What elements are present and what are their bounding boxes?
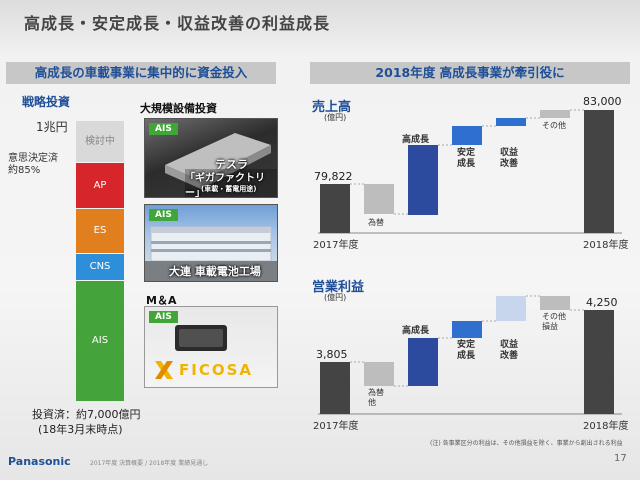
tesla-gigafactory-photo: AIS テスラ 「ギガファクトリー」 (車載・蓄電用途) (144, 118, 278, 198)
dalian-factory-photo: AIS 大連 車載電池工場 (144, 204, 278, 282)
dalian-building-graphic (145, 226, 277, 281)
ficosa-logo-text: FICOSA (179, 361, 253, 379)
profit-step-other-loss: その他 損益 (542, 312, 566, 331)
stack-seg-pending: 検討中 (76, 121, 124, 162)
ficosa-photo: AIS FICOSA (144, 306, 278, 388)
stack-seg-pending-label: 検討中 (85, 136, 115, 147)
ais-tag: AIS (149, 209, 178, 221)
footnote: (注) 各事業区分の利益は、その他損益を除く、事業から創出される利益 (430, 440, 623, 447)
sales-bar-2018 (584, 110, 614, 233)
sales-bar-fx (364, 184, 394, 214)
sales-unit: (億円) (324, 113, 347, 122)
sales-step-stable-growth: 安定 成長 (457, 148, 476, 169)
invested-summary-line2: (18年3月末時点) (38, 423, 123, 436)
sales-title: 売上高 (312, 100, 352, 115)
strategic-investment-label: 戦略投資 (22, 95, 71, 109)
ais-tag: AIS (149, 123, 178, 135)
footer-note: 2017年度 決算概要 / 2018年度 業績見通し (90, 460, 209, 467)
stack-seg-es-label: ES (93, 225, 107, 236)
sales-step-other: その他 (542, 121, 566, 130)
stack-seg-es: ES (76, 209, 124, 253)
sales-end-value: 83,000 (583, 95, 622, 108)
profit-title: 営業利益 (312, 280, 365, 295)
sales-bar-other (540, 110, 570, 118)
panasonic-logo: Panasonic (8, 455, 71, 468)
profit-unit: (億円) (324, 293, 347, 302)
stack-seg-ais-label: AIS (91, 335, 109, 346)
tesla-caption-1: テスラ (215, 158, 248, 171)
stack-seg-ap-label: AP (93, 180, 107, 191)
profit-start-value: 3,805 (316, 348, 348, 361)
tesla-caption-3: (車載・蓄電用途) (201, 185, 257, 193)
sales-start-value: 79,822 (314, 170, 353, 183)
ma-label: M＆A (146, 294, 177, 307)
sales-start-label: 2017年度 (313, 240, 359, 251)
left-banner: 高成長の車載事業に集中的に資金投入 (6, 62, 276, 84)
tesla-caption-2: 「ギガファクトリー」 (185, 169, 277, 197)
profit-step-fx-other: 為替 他 (368, 388, 384, 407)
profit-bar-fx-other (364, 362, 394, 386)
stack-seg-ais: AIS (76, 281, 124, 401)
big-invest-label: 大規模設備投資 (140, 102, 217, 115)
sales-end-label: 2018年度 (583, 240, 629, 251)
profit-start-label: 2017年度 (313, 421, 359, 432)
profit-step-stable-growth: 安定 成長 (457, 340, 476, 361)
ficosa-logo-icon (155, 361, 173, 379)
profit-bar-high-growth (408, 338, 438, 386)
profit-bar-profit-improve (496, 296, 526, 321)
dalian-caption: 大連 車載電池工場 (169, 265, 261, 278)
gigafactory-building-graphic (165, 133, 271, 189)
sales-step-fx: 為替 (368, 218, 384, 227)
profit-step-profit-improve: 収益 改善 (500, 340, 519, 361)
stack-seg-cns: CNS (76, 254, 124, 280)
sales-step-high-growth: 高成長 (402, 135, 430, 145)
page-number: 17 (614, 453, 627, 464)
profit-bar-2017 (320, 362, 350, 414)
sales-bar-2017 (320, 184, 350, 233)
invested-summary-line1: 投資済：約7,000億円 (32, 408, 141, 421)
sales-bar-profit-improve (496, 118, 526, 126)
ais-tag: AIS (149, 311, 178, 323)
profit-bar-other-loss (540, 296, 570, 310)
profit-step-high-growth: 高成長 (402, 326, 430, 336)
decided-label: 意思決定済 約85% (8, 153, 58, 176)
sales-bar-high-growth (408, 145, 438, 215)
ficosa-device-graphic (175, 325, 227, 351)
right-banner: 2018年度 高成長事業が牽引役に (310, 62, 630, 84)
profit-bar-stable-growth (452, 321, 482, 338)
slide-title: 高成長・安定成長・収益改善の利益成長 (24, 14, 331, 33)
axis-top-label: 1兆円 (36, 120, 68, 134)
sales-bar-stable-growth (452, 126, 482, 145)
stack-seg-ap: AP (76, 163, 124, 208)
profit-end-value: 4,250 (586, 296, 618, 309)
stack-seg-cns-label: CNS (89, 261, 111, 272)
profit-end-label: 2018年度 (583, 421, 629, 432)
sales-step-profit-improve: 収益 改善 (500, 148, 519, 169)
profit-bar-2018 (584, 310, 614, 414)
